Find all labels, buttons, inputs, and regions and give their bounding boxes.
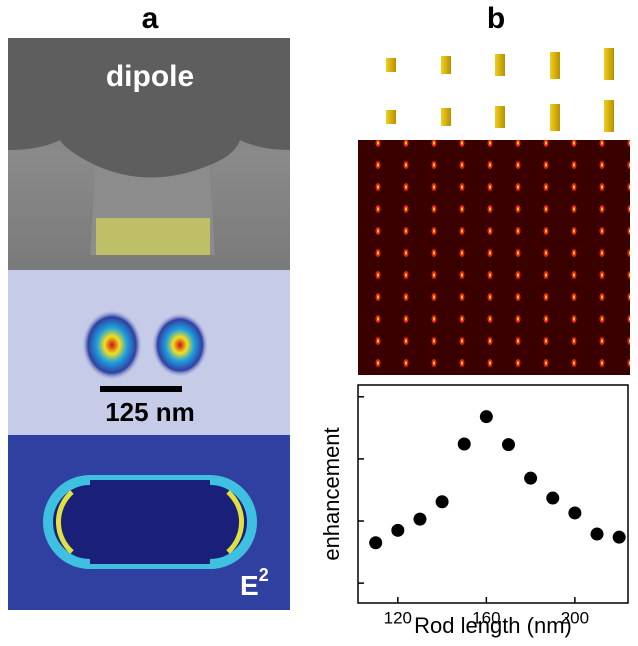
data-point	[502, 438, 515, 451]
scale-bar	[100, 386, 182, 392]
spot	[82, 310, 142, 380]
data-point	[591, 528, 604, 541]
x-tick-label: 120	[384, 608, 412, 627]
data-point	[546, 492, 559, 505]
data-point	[458, 438, 471, 451]
plot-frame	[358, 385, 628, 603]
data-point	[391, 524, 404, 537]
data-point	[524, 472, 537, 485]
data-point	[613, 531, 626, 544]
figure: a dipole 125 nm E2 b enhancement Rod len…	[0, 0, 638, 641]
scale-label: 125 nm	[105, 397, 195, 427]
data-point	[436, 495, 449, 508]
fluorescence-image	[358, 140, 630, 375]
rod-shadow	[90, 480, 210, 564]
data-point	[480, 410, 493, 423]
x-tick-label: 200	[561, 608, 589, 627]
panel-label: b	[487, 2, 505, 35]
gold-rod-highlight	[96, 218, 210, 255]
data-point	[369, 536, 382, 549]
rod-array-diagram	[386, 48, 614, 132]
data-point	[413, 513, 426, 526]
sem-label: dipole	[106, 60, 194, 93]
data-point	[568, 506, 581, 519]
spot	[152, 313, 208, 377]
page: {"panel_a": {"label": "a", "sem_label": …	[0, 0, 638, 646]
y-axis-label: enhancement	[319, 427, 344, 560]
x-tick-label: 160	[472, 608, 500, 627]
panel-label: a	[142, 2, 159, 35]
